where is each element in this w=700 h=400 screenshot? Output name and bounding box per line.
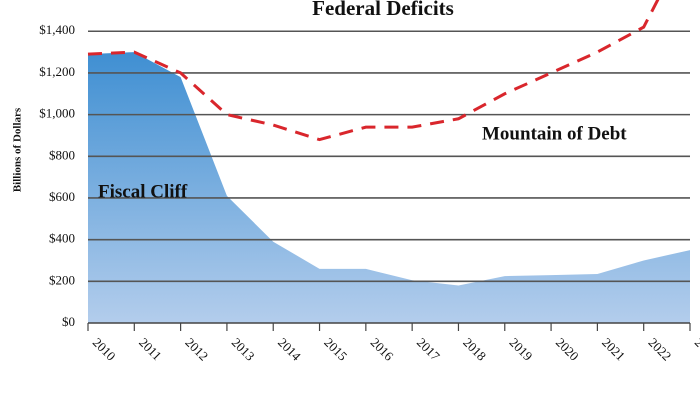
x-tick-label: 2017	[414, 335, 443, 364]
y-tick-label: $1,400	[39, 22, 75, 37]
area	[88, 52, 690, 324]
x-tick-label: 2015	[321, 335, 350, 364]
x-tick-label: 2018	[460, 335, 489, 364]
annotation: Fiscal Cliff	[98, 181, 188, 202]
chart-title: Federal Deficits	[312, 0, 454, 20]
x-tick-label: 2023	[692, 335, 700, 364]
x-tick-label: 2019	[507, 335, 536, 364]
x-tick-label: 2016	[368, 335, 397, 364]
y-tick-label: $800	[49, 147, 75, 162]
x-tick-label: 2022	[645, 335, 674, 364]
x-tick-label: 2011	[136, 335, 165, 364]
y-axis-label: Billions of Dollars	[12, 107, 24, 192]
y-tick-label: $1,200	[39, 64, 75, 79]
y-tick-label: $0	[62, 314, 75, 329]
line	[87, 0, 660, 142]
y-tick-label: $200	[49, 272, 75, 287]
annotation: Mountain of Debt	[482, 123, 627, 144]
y-tick-label: $600	[49, 189, 75, 204]
y-tick-label: $1,000	[39, 106, 75, 121]
x-tick-label: 2013	[229, 335, 258, 364]
x-tick-label: 2012	[182, 335, 211, 364]
x-tick-label: 2021	[599, 335, 628, 364]
x-tick-label: 2020	[553, 335, 582, 364]
x-tick-label: 2010	[90, 335, 119, 364]
y-tick-label: $400	[49, 231, 75, 246]
x-tick-label: 2014	[275, 335, 304, 364]
